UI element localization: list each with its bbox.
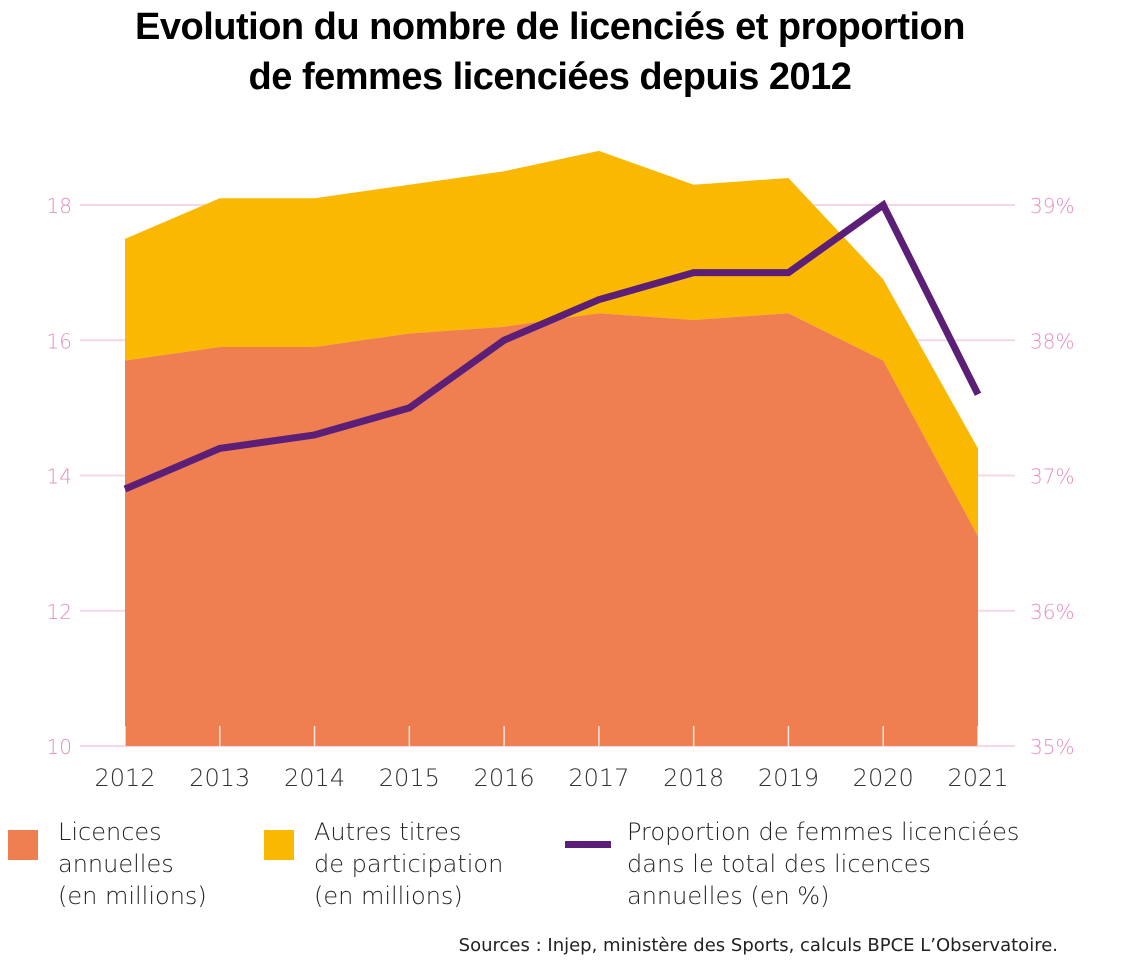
legend-swatch-proportion [565,841,611,848]
legend-label-licences: Licences annuelles (en millions) [58,818,207,910]
chart-title: Evolution du nombre de licenciés et prop… [0,2,1100,102]
left-axis-tick-label: 10 [47,735,72,759]
area-autres-titres [125,150,978,537]
x-tick-label: 2019 [758,764,819,792]
right-axis-tick-label: 37% [1030,465,1074,489]
title-line-2: de femmes licenciées depuis 2012 [248,56,852,98]
right-axis-tick-label: 35% [1030,735,1074,759]
right-axis-tick-label: 39% [1030,194,1074,218]
left-axis-tick-label: 14 [47,465,72,489]
sources-note: Sources : Injep, ministère des Sports, c… [458,935,1058,956]
legend-label-proportion: Proportion de femmes licenciées dans le … [627,818,1020,910]
title-line-1: Evolution du nombre de licenciés et prop… [135,6,965,48]
right-axis-tick-label: 36% [1030,600,1074,624]
legend-label-autres: Autres titres de participation (en milli… [314,818,504,910]
legend-swatch-licences [8,830,38,860]
left-axis-tick-label: 12 [47,600,72,624]
legend-item-licences: Licences annuelles (en millions) [8,816,207,912]
x-tick-label: 2014 [284,764,345,792]
x-tick-label: 2021 [947,764,1008,792]
right-axis-tick-label: 38% [1030,329,1074,353]
x-tick-label: 2016 [474,764,535,792]
x-tick-label: 2020 [853,764,914,792]
x-tick-label: 2013 [189,764,250,792]
area-licences-annuelles [125,313,978,746]
left-axis-tick-label: 18 [47,194,72,218]
x-tick-label: 2017 [568,764,629,792]
legend-item-autres: Autres titres de participation (en milli… [264,816,503,912]
line-proportion-femmes [123,199,982,493]
legend-item-proportion: Proportion de femmes licenciées dans le … [565,816,1019,912]
x-tick-label: 2015 [379,764,440,792]
x-tick-label: 2018 [663,764,724,792]
left-axis-tick-label: 16 [47,329,72,353]
legend-swatch-autres [264,830,294,860]
x-tick-label: 2012 [94,764,155,792]
